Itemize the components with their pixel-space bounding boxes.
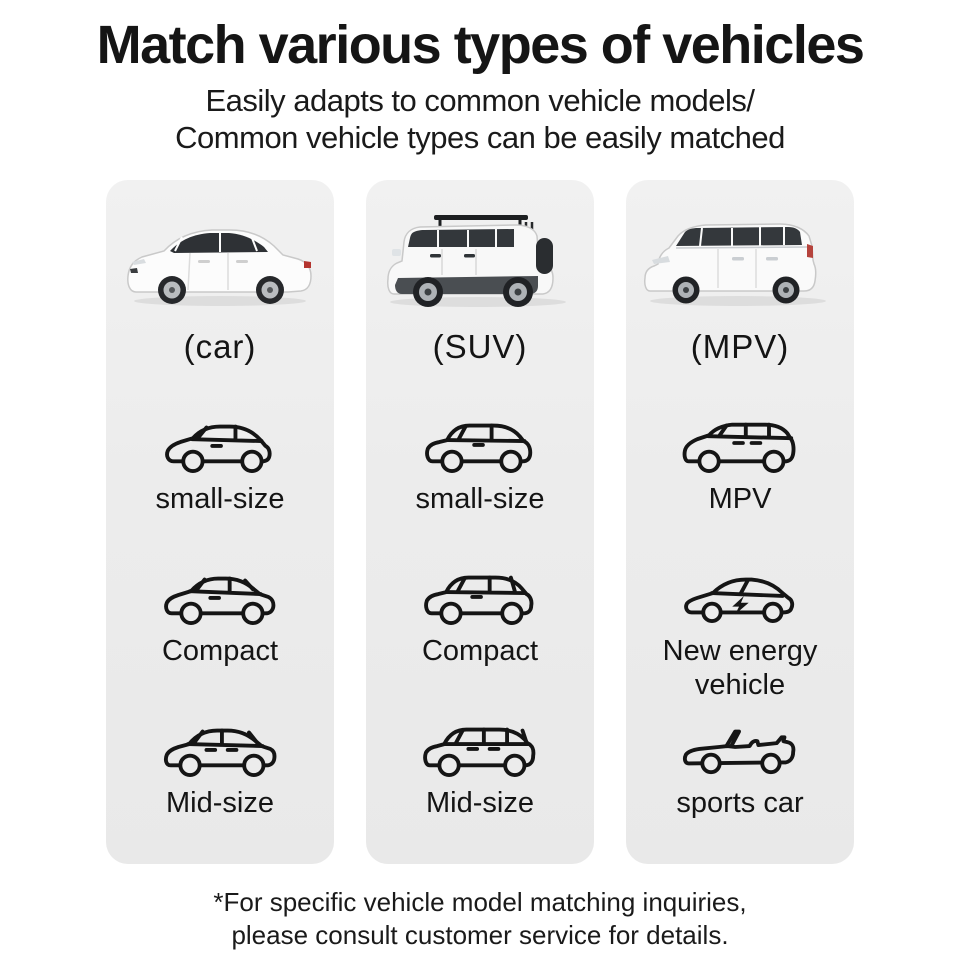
subtitle-line-1: Easily adapts to common vehicle models/ xyxy=(205,83,755,118)
feature-item: MPV xyxy=(630,412,850,564)
feature-label: Mid-size xyxy=(166,787,274,819)
feature-item: Compact xyxy=(370,564,590,716)
vehicle-card-mpv: (MPV) MPV New energy ve xyxy=(626,180,854,864)
mpv-icon xyxy=(682,422,796,473)
vehicle-type-label-car: (car) xyxy=(183,328,257,365)
vehicle-type-label-suv: (SUV) xyxy=(432,328,528,365)
feature-item: New energy vehicle xyxy=(630,564,850,716)
feature-label: Mid-size xyxy=(426,787,534,819)
mpv-photo xyxy=(640,200,840,316)
feature-item: Compact xyxy=(110,564,330,716)
sedan-photo xyxy=(120,200,320,316)
footnote-line-2: please consult customer service for deta… xyxy=(231,920,729,950)
feature-item: small-size xyxy=(370,412,590,564)
feature-label: MPV xyxy=(708,483,772,515)
page-subtitle: Easily adapts to common vehicle models/ … xyxy=(0,82,960,156)
midsize-car-icon xyxy=(163,728,277,777)
feature-label: Compact xyxy=(421,635,539,667)
footnote: *For specific vehicle model matching inq… xyxy=(0,886,960,952)
vehicle-card-car: (car) small-size Compact xyxy=(106,180,334,864)
small-car-icon xyxy=(165,424,272,473)
new-energy-icon xyxy=(684,577,795,624)
suv-feature-list: small-size Compact Mid-size xyxy=(370,412,590,868)
feature-label: small-size xyxy=(415,483,545,515)
compact-suv-icon xyxy=(424,575,534,625)
vehicle-columns: (car) small-size Compact xyxy=(0,180,960,864)
feature-item: Mid-size xyxy=(370,716,590,868)
vehicle-type-label-mpv: (MPV) xyxy=(690,328,790,365)
feature-item: small-size xyxy=(110,412,330,564)
feature-label: small-size xyxy=(155,483,285,515)
suv-photo xyxy=(380,200,580,316)
car-feature-list: small-size Compact Mid-size xyxy=(110,412,330,868)
vehicle-card-suv: (SUV) small-size Compact xyxy=(366,180,594,864)
feature-item: Mid-size xyxy=(110,716,330,868)
footnote-line-1: *For specific vehicle model matching inq… xyxy=(213,887,747,917)
feature-label: sports car xyxy=(676,787,804,819)
subtitle-line-2: Common vehicle types can be easily match… xyxy=(175,120,785,155)
small-suv-icon xyxy=(425,423,533,473)
feature-item: sports car xyxy=(630,716,850,868)
sports-car-icon xyxy=(682,729,796,775)
page-title: Match various types of vehicles xyxy=(96,15,865,75)
midsize-suv-icon xyxy=(423,727,536,777)
mpv-feature-list: MPV New energy vehicle xyxy=(630,412,850,868)
compact-car-icon xyxy=(164,576,276,625)
feature-label: Compact xyxy=(161,635,279,667)
feature-label: New energy vehicle xyxy=(662,635,818,701)
